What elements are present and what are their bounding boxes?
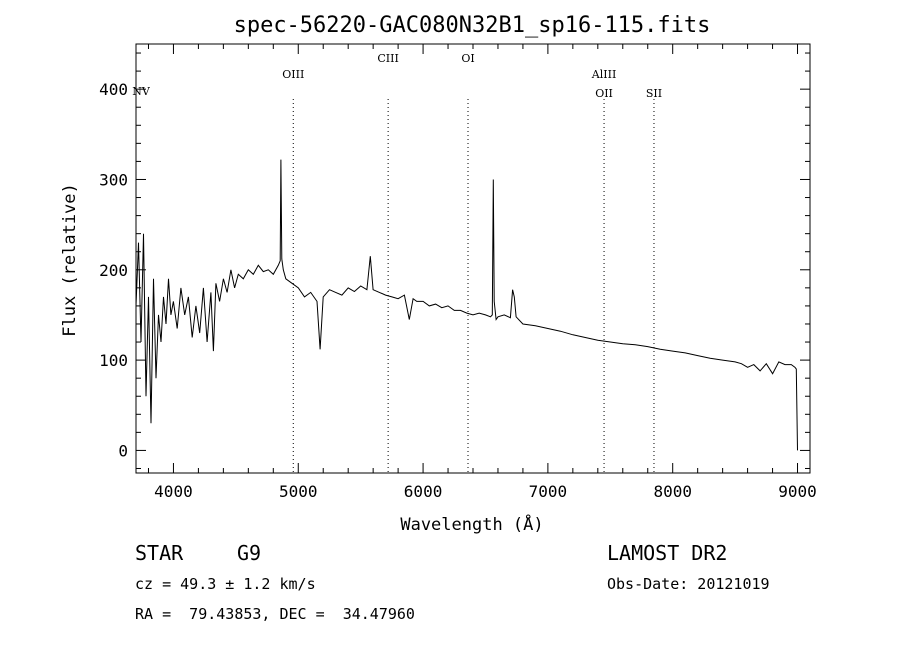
spectral-line-label: AlIII bbox=[591, 68, 617, 81]
spectral-line-markers: NV OIII CIII OI AlIII OII SII bbox=[132, 52, 662, 473]
object-subclass: G9 bbox=[237, 541, 262, 565]
x-tick-label: 5000 bbox=[279, 482, 318, 501]
y-tick-label: 0 bbox=[118, 441, 128, 460]
spectral-line-label: OII bbox=[595, 87, 613, 100]
spectral-line-label: NV bbox=[132, 85, 151, 98]
chart-title: spec-56220-GAC080N32B1_sp16-115.fits bbox=[234, 13, 711, 38]
spectral-line-label: OI bbox=[461, 52, 474, 65]
y-tick-label: 300 bbox=[99, 170, 128, 189]
observation-date: Obs-Date: 20121019 bbox=[607, 575, 770, 593]
y-tick-label: 400 bbox=[99, 80, 128, 99]
object-class: STAR bbox=[135, 541, 184, 565]
flux-series-line bbox=[135, 159, 798, 451]
coordinates: RA = 79.43853, DEC = 34.47960 bbox=[135, 605, 415, 623]
x-tick-label: 6000 bbox=[404, 482, 443, 501]
spectral-line-label: SII bbox=[646, 87, 662, 100]
redshift-velocity: cz = 49.3 ± 1.2 km/s bbox=[135, 575, 316, 593]
survey-name: LAMOST DR2 bbox=[607, 541, 728, 565]
y-axis-label: Flux (relative) bbox=[60, 183, 80, 337]
y-tick-label: 200 bbox=[99, 261, 128, 280]
spectral-line-label: OIII bbox=[282, 68, 304, 81]
x-tick-label: 9000 bbox=[778, 482, 817, 501]
x-axis-label: Wavelength (Å) bbox=[400, 513, 543, 535]
spectral-line-label: CIII bbox=[377, 52, 398, 65]
x-tick-label: 4000 bbox=[154, 482, 193, 501]
x-tick-label: 8000 bbox=[653, 482, 692, 501]
plot-frame bbox=[135, 43, 811, 474]
x-tick-label: 7000 bbox=[529, 482, 568, 501]
axis-ticks: 4000 5000 6000 7000 8000 9000 0 100 200 300 400 bbox=[99, 44, 817, 501]
y-tick-label: 100 bbox=[99, 351, 128, 370]
